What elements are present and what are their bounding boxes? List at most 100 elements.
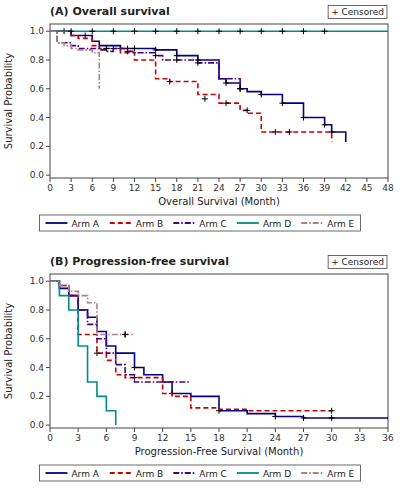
legend-item: Arm C <box>173 469 227 479</box>
x-tick <box>240 178 241 182</box>
legend-swatch <box>110 222 132 224</box>
y-tick <box>46 117 50 118</box>
legend-frame <box>39 215 360 231</box>
censor-mark <box>132 365 138 371</box>
annotation: + Censored <box>331 257 384 267</box>
legend: Arm AArm BArm CArm DArm E <box>39 215 360 231</box>
x-tick-label: 9 <box>132 433 138 443</box>
censor-mark <box>301 115 307 121</box>
legend-frame <box>39 465 360 481</box>
legend-item: Arm D <box>237 219 291 229</box>
x-tick <box>366 178 367 182</box>
plot-frame <box>50 274 388 428</box>
y-tick-label: 0.8 <box>30 305 45 315</box>
censor-mark <box>153 28 159 34</box>
censor-mark <box>237 86 243 92</box>
legend-swatch <box>301 222 323 224</box>
censor-mark <box>174 28 180 34</box>
y-tick-label: 1.0 <box>30 26 45 36</box>
censor-mark <box>89 28 95 34</box>
legend-item: Arm E <box>301 469 354 479</box>
x-tick <box>134 178 135 182</box>
censor-mark <box>329 408 335 414</box>
y-axis-label: Survival Probability <box>3 303 14 399</box>
censor-mark <box>94 350 100 356</box>
censor-mark <box>258 92 264 98</box>
censor-mark <box>279 28 285 34</box>
x-tick-label: 30 <box>326 433 338 443</box>
x-tick <box>78 428 79 432</box>
x-tick-label: 21 <box>241 433 252 443</box>
x-tick <box>176 178 177 182</box>
x-tick-label: 30 <box>256 183 268 193</box>
x-tick <box>219 428 220 432</box>
legend-label: Arm C <box>199 469 227 479</box>
y-tick <box>46 425 50 426</box>
y-tick <box>46 367 50 368</box>
annotation: + Censored <box>331 7 384 17</box>
x-tick-label: 36 <box>382 433 394 443</box>
survival-curve <box>50 31 99 89</box>
survival-curve <box>50 281 191 382</box>
legend-swatch <box>301 472 323 474</box>
censor-mark <box>153 53 159 59</box>
x-tick <box>388 428 389 432</box>
survival-curve <box>50 31 332 142</box>
legend-item: Arm A <box>45 469 99 479</box>
y-tick-label: 0.2 <box>30 391 44 401</box>
plot-area <box>50 28 388 142</box>
x-tick-label: 6 <box>103 433 109 443</box>
x-tick <box>197 178 198 182</box>
censor-mark <box>237 28 243 34</box>
y-tick <box>46 31 50 32</box>
censor-mark <box>68 28 74 34</box>
survival-curve <box>50 31 346 142</box>
x-tick-label: 27 <box>234 183 245 193</box>
censor-mark <box>167 79 173 85</box>
y-tick <box>46 396 50 397</box>
censor-mark <box>286 129 292 135</box>
legend-label: Arm E <box>327 219 354 229</box>
censor-mark <box>195 60 201 66</box>
title: (A) Overall survival <box>50 5 170 18</box>
legend-swatch <box>45 222 67 224</box>
chart-panel: (A) Overall survival+ Censored0.00.20.40… <box>3 5 394 231</box>
x-tick-label: 21 <box>192 183 203 193</box>
x-tick <box>324 178 325 182</box>
censor-mark <box>132 28 138 34</box>
y-tick-label: 0.0 <box>30 420 45 430</box>
censor-mark <box>103 45 109 51</box>
y-tick-label: 0.8 <box>30 55 45 65</box>
censor-mark <box>279 100 285 106</box>
legend-swatch <box>110 472 132 474</box>
x-tick-label: 45 <box>361 183 372 193</box>
x-tick <box>345 178 346 182</box>
x-tick-label: 18 <box>213 433 225 443</box>
x-tick <box>92 178 93 182</box>
censor-mark <box>258 28 264 34</box>
y-tick-label: 0.4 <box>30 363 45 373</box>
x-tick-label: 9 <box>111 183 117 193</box>
censor-mark <box>110 28 116 34</box>
y-tick-label: 0.6 <box>30 84 45 94</box>
x-tick-label: 3 <box>75 433 81 443</box>
chart-panel: (B) Progression-free survival+ Censored0… <box>3 255 394 481</box>
x-tick <box>303 178 304 182</box>
y-tick <box>46 59 50 60</box>
x-tick <box>106 428 107 432</box>
censor-mark <box>223 80 229 86</box>
censor-mark <box>322 122 328 128</box>
x-tick <box>50 178 51 182</box>
x-tick <box>247 428 248 432</box>
x-tick-label: 0 <box>47 433 53 443</box>
censor-mark <box>124 48 130 54</box>
legend-label: Arm D <box>263 219 291 229</box>
x-tick <box>162 428 163 432</box>
x-tick-label: 18 <box>171 183 183 193</box>
x-tick-label: 24 <box>270 433 282 443</box>
legend-label: Arm A <box>71 469 99 479</box>
legend-swatch <box>173 472 195 474</box>
annotation-box <box>328 6 387 19</box>
censor-mark <box>122 331 128 337</box>
survival-curve <box>50 281 332 411</box>
